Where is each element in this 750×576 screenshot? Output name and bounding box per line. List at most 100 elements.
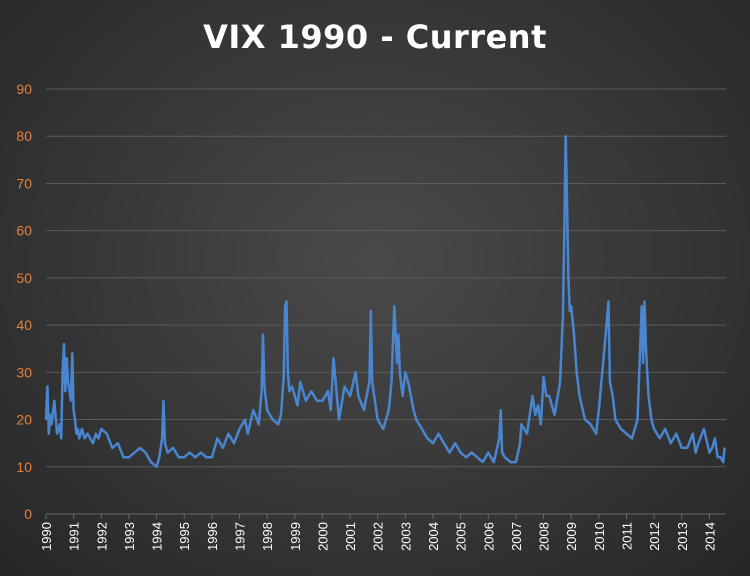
data-point: [238, 428, 241, 430]
y-axis-ticks: 0 10 20 30 40 50 60 70 80 90: [16, 81, 32, 522]
data-point: [293, 395, 296, 397]
x-tick-label: 2000: [315, 522, 330, 551]
x-tick-label: 1992: [94, 522, 109, 551]
x-tick-label: 2004: [426, 522, 441, 551]
data-point: [564, 135, 567, 138]
data-point: [504, 456, 506, 459]
data-point: [133, 451, 136, 454]
data-point: [67, 380, 69, 383]
x-axis-ticks: 1990 1991 1992 1993 1994 1995 1996 1997 1998 1999…: [39, 514, 717, 551]
data-point: [575, 371, 578, 374]
data-point: [49, 414, 51, 416]
data-point: [647, 395, 650, 397]
y-tick-label: 50: [16, 270, 32, 286]
data-point: [607, 300, 610, 303]
data-point: [658, 437, 661, 440]
data-point: [205, 456, 208, 459]
data-point: [194, 456, 197, 459]
data-point: [603, 347, 606, 350]
data-point: [415, 418, 418, 421]
data-point: [86, 432, 89, 435]
data-point: [653, 428, 655, 430]
data-point: [481, 461, 484, 463]
data-point: [722, 461, 725, 463]
data-point: [349, 395, 351, 397]
data-point: [64, 390, 67, 393]
series-layer: [44, 134, 726, 469]
data-point: [620, 428, 622, 430]
data-point: [117, 442, 119, 444]
data-point: [343, 385, 346, 388]
x-tick-label: 1999: [288, 522, 303, 551]
data-point: [150, 461, 152, 463]
data-point: [493, 461, 495, 463]
data-point: [573, 333, 575, 336]
data-point: [487, 451, 490, 454]
x-tick-label: 1997: [232, 522, 247, 551]
x-tick-label: 2011: [619, 522, 634, 550]
data-point: [61, 371, 64, 374]
data-point: [258, 423, 260, 426]
data-point: [448, 451, 451, 454]
data-point: [680, 447, 683, 449]
data-point: [412, 409, 415, 411]
data-point: [161, 437, 163, 440]
data-point: [316, 399, 318, 402]
data-point: [645, 343, 647, 345]
data-point: [642, 362, 644, 364]
data-point: [71, 352, 74, 355]
data-point: [476, 456, 479, 459]
data-point: [222, 447, 224, 449]
data-point: [675, 432, 678, 435]
y-tick-label: 60: [16, 223, 32, 239]
x-tick-label: 2003: [398, 522, 413, 551]
data-point: [227, 432, 230, 435]
data-point: [631, 437, 633, 440]
data-point: [70, 399, 72, 402]
data-point: [75, 432, 78, 435]
data-point: [443, 442, 445, 444]
data-point: [122, 456, 125, 459]
data-point: [106, 432, 108, 435]
x-tick-label: 2005: [454, 522, 469, 551]
data-point: [559, 380, 561, 383]
data-point: [686, 447, 689, 449]
x-tick-label: 1996: [205, 522, 220, 551]
data-point: [570, 305, 573, 308]
data-point: [363, 409, 365, 411]
data-point: [578, 395, 581, 397]
x-tick-label: 2002: [371, 522, 386, 551]
data-point: [287, 371, 289, 374]
data-point: [387, 409, 390, 411]
data-point: [390, 380, 393, 383]
data-point: [520, 423, 523, 426]
x-tick-label: 2014: [702, 522, 717, 551]
data-point: [509, 461, 512, 463]
vix-series-line: [44, 134, 726, 469]
data-point: [89, 437, 92, 440]
data-point: [369, 310, 372, 312]
data-point: [694, 451, 697, 454]
y-tick-label: 10: [16, 459, 32, 475]
data-point: [432, 442, 434, 444]
chart-title: VIX 1990 - Current: [203, 18, 547, 56]
data-point: [299, 380, 302, 383]
data-point: [526, 432, 528, 435]
data-point: [614, 418, 617, 421]
data-point: [531, 395, 534, 397]
data-point: [382, 428, 385, 430]
gridlines: [46, 88, 726, 515]
data-point: [646, 371, 649, 374]
x-tick-label: 2006: [481, 522, 496, 551]
data-point: [128, 456, 130, 459]
x-tick-label: 1995: [177, 522, 192, 551]
data-point: [233, 442, 235, 444]
data-point: [664, 428, 666, 430]
data-point: [569, 310, 571, 312]
data-point: [714, 437, 716, 440]
data-point: [327, 390, 329, 393]
data-point: [636, 418, 639, 421]
data-point: [68, 390, 71, 393]
data-point: [100, 428, 103, 430]
data-point: [553, 414, 556, 416]
